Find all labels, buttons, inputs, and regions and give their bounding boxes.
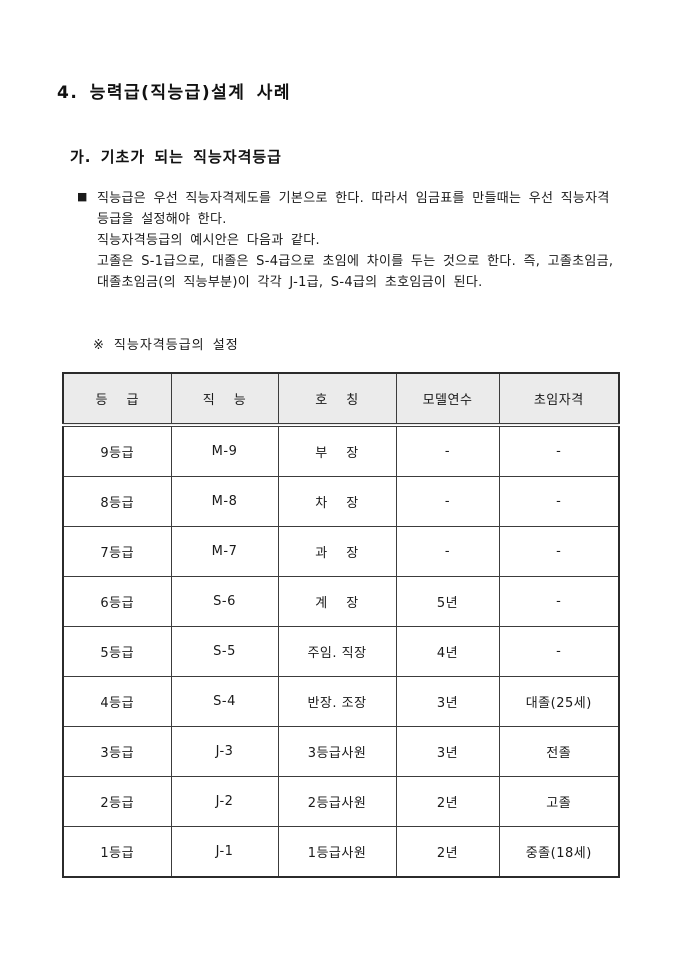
- paragraph-line: 대졸초임금(의 직능부분)이 각각 J-1급, S-4급의 초호임금이 된다.: [97, 275, 483, 290]
- table-cell: 1등급사원: [277, 826, 397, 878]
- table-row: 1등급 J-1 1등급사원 2년 중졸(18세): [62, 826, 620, 878]
- table-cell: M-9: [170, 424, 279, 477]
- table-row: 6등급 S-6 계 장 5년 -: [62, 576, 620, 627]
- table-cell: 3년: [395, 676, 500, 727]
- table-cell: 1등급: [62, 826, 172, 878]
- table-cell: 반장. 조장: [277, 676, 397, 727]
- table-cell: -: [498, 424, 620, 477]
- table-row: 3등급 J-3 3등급사원 3년 전졸: [62, 726, 620, 777]
- table-cell: -: [395, 424, 500, 477]
- paragraph-line: 직능급은 우선 직능자격제도를 기본으로 한다. 따라서 임금표를 만들때는 우…: [97, 191, 610, 206]
- column-header-entry-qualification: 초임자격: [498, 372, 620, 427]
- table-cell: 전졸: [498, 726, 620, 777]
- table-cell: -: [498, 626, 620, 677]
- section-heading: 가. 기초가 되는 직능자격등급: [70, 148, 282, 166]
- square-bullet-icon: ■: [77, 190, 88, 203]
- table-cell: -: [395, 476, 500, 527]
- table-cell: 2등급: [62, 776, 172, 827]
- table-cell: J-3: [170, 726, 279, 777]
- column-header-grade: 등 급: [62, 372, 172, 427]
- table-row: 9등급 M-9 부 장 - -: [62, 424, 620, 477]
- table-cell: -: [498, 526, 620, 577]
- table-cell: J-2: [170, 776, 279, 827]
- table-row: 8등급 M-8 차 장 - -: [62, 476, 620, 527]
- table-cell: 중졸(18세): [498, 826, 620, 878]
- table-cell: -: [395, 526, 500, 577]
- table-cell: 9등급: [62, 424, 172, 477]
- table-row: 2등급 J-2 2등급사원 2년 고졸: [62, 776, 620, 827]
- table-row: 5등급 S-5 주임. 직장 4년 -: [62, 626, 620, 677]
- paragraph-line: 고졸은 S-1급으로, 대졸은 S-4급으로 초임에 차이를 두는 것으로 한다…: [97, 254, 614, 269]
- table-cell: 4년: [395, 626, 500, 677]
- table-cell: 부 장: [277, 424, 397, 477]
- qualification-grade-table: 등 급 직 능 호 칭 모델연수 초임자격 9등급 M-9 부 장 - - 8등…: [62, 372, 620, 878]
- table-cell: M-8: [170, 476, 279, 527]
- page-title: 4. 능력급(직능급)설계 사례: [57, 83, 292, 103]
- table-caption: ※ 직능자격등급의 설정: [93, 334, 239, 353]
- column-header-competency: 직 능: [170, 372, 279, 427]
- table-cell: 2년: [395, 826, 500, 878]
- table-cell: 3등급사원: [277, 726, 397, 777]
- table-cell: J-1: [170, 826, 279, 878]
- table-cell: 4등급: [62, 676, 172, 727]
- table-cell: 2등급사원: [277, 776, 397, 827]
- table-cell: 과 장: [277, 526, 397, 577]
- table-cell: 대졸(25세): [498, 676, 620, 727]
- table-cell: 주임. 직장: [277, 626, 397, 677]
- table-cell: 6등급: [62, 576, 172, 627]
- table-cell: 3년: [395, 726, 500, 777]
- table-cell: S-4: [170, 676, 279, 727]
- table-cell: 차 장: [277, 476, 397, 527]
- table-cell: S-5: [170, 626, 279, 677]
- body-paragraph: ■ 직능급은 우선 직능자격제도를 기본으로 한다. 따라서 임금표를 만들때는…: [77, 188, 637, 293]
- paragraph-line: 직능자격등급의 예시안은 다음과 같다.: [97, 233, 320, 248]
- column-header-model-years: 모델연수: [395, 372, 500, 427]
- table-cell: -: [498, 476, 620, 527]
- column-header-title: 호 칭: [277, 372, 397, 427]
- table-row: 7등급 M-7 과 장 - -: [62, 526, 620, 577]
- table-caption-text: 직능자격등급의 설정: [113, 338, 239, 353]
- table-cell: -: [498, 576, 620, 627]
- table-cell: 3등급: [62, 726, 172, 777]
- table-header-row: 등 급 직 능 호 칭 모델연수 초임자격: [62, 372, 620, 427]
- table-cell: 고졸: [498, 776, 620, 827]
- paragraph-line: 등급을 설정해야 한다.: [97, 212, 227, 227]
- table-cell: S-6: [170, 576, 279, 627]
- table-cell: M-7: [170, 526, 279, 577]
- table-cell: 7등급: [62, 526, 172, 577]
- table-cell: 계 장: [277, 576, 397, 627]
- table-cell: 2년: [395, 776, 500, 827]
- reference-mark-icon: ※: [93, 338, 105, 353]
- table-cell: 5년: [395, 576, 500, 627]
- table-cell: 8등급: [62, 476, 172, 527]
- table-row: 4등급 S-4 반장. 조장 3년 대졸(25세): [62, 676, 620, 727]
- table-cell: 5등급: [62, 626, 172, 677]
